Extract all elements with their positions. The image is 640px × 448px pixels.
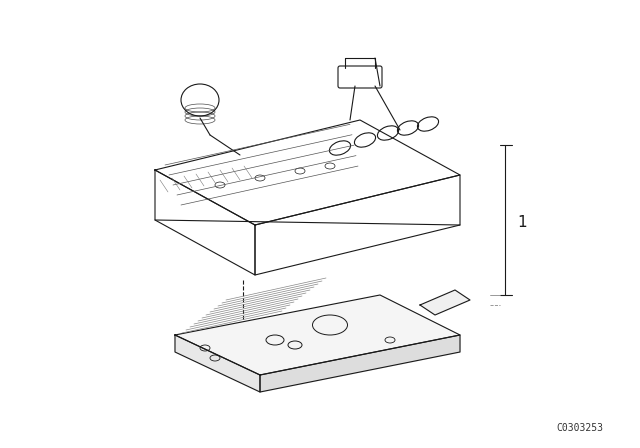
Polygon shape bbox=[420, 290, 470, 315]
Text: C0303253: C0303253 bbox=[557, 423, 604, 433]
Polygon shape bbox=[175, 335, 260, 392]
Polygon shape bbox=[260, 335, 460, 392]
Text: 1: 1 bbox=[517, 215, 527, 229]
Polygon shape bbox=[175, 295, 460, 375]
